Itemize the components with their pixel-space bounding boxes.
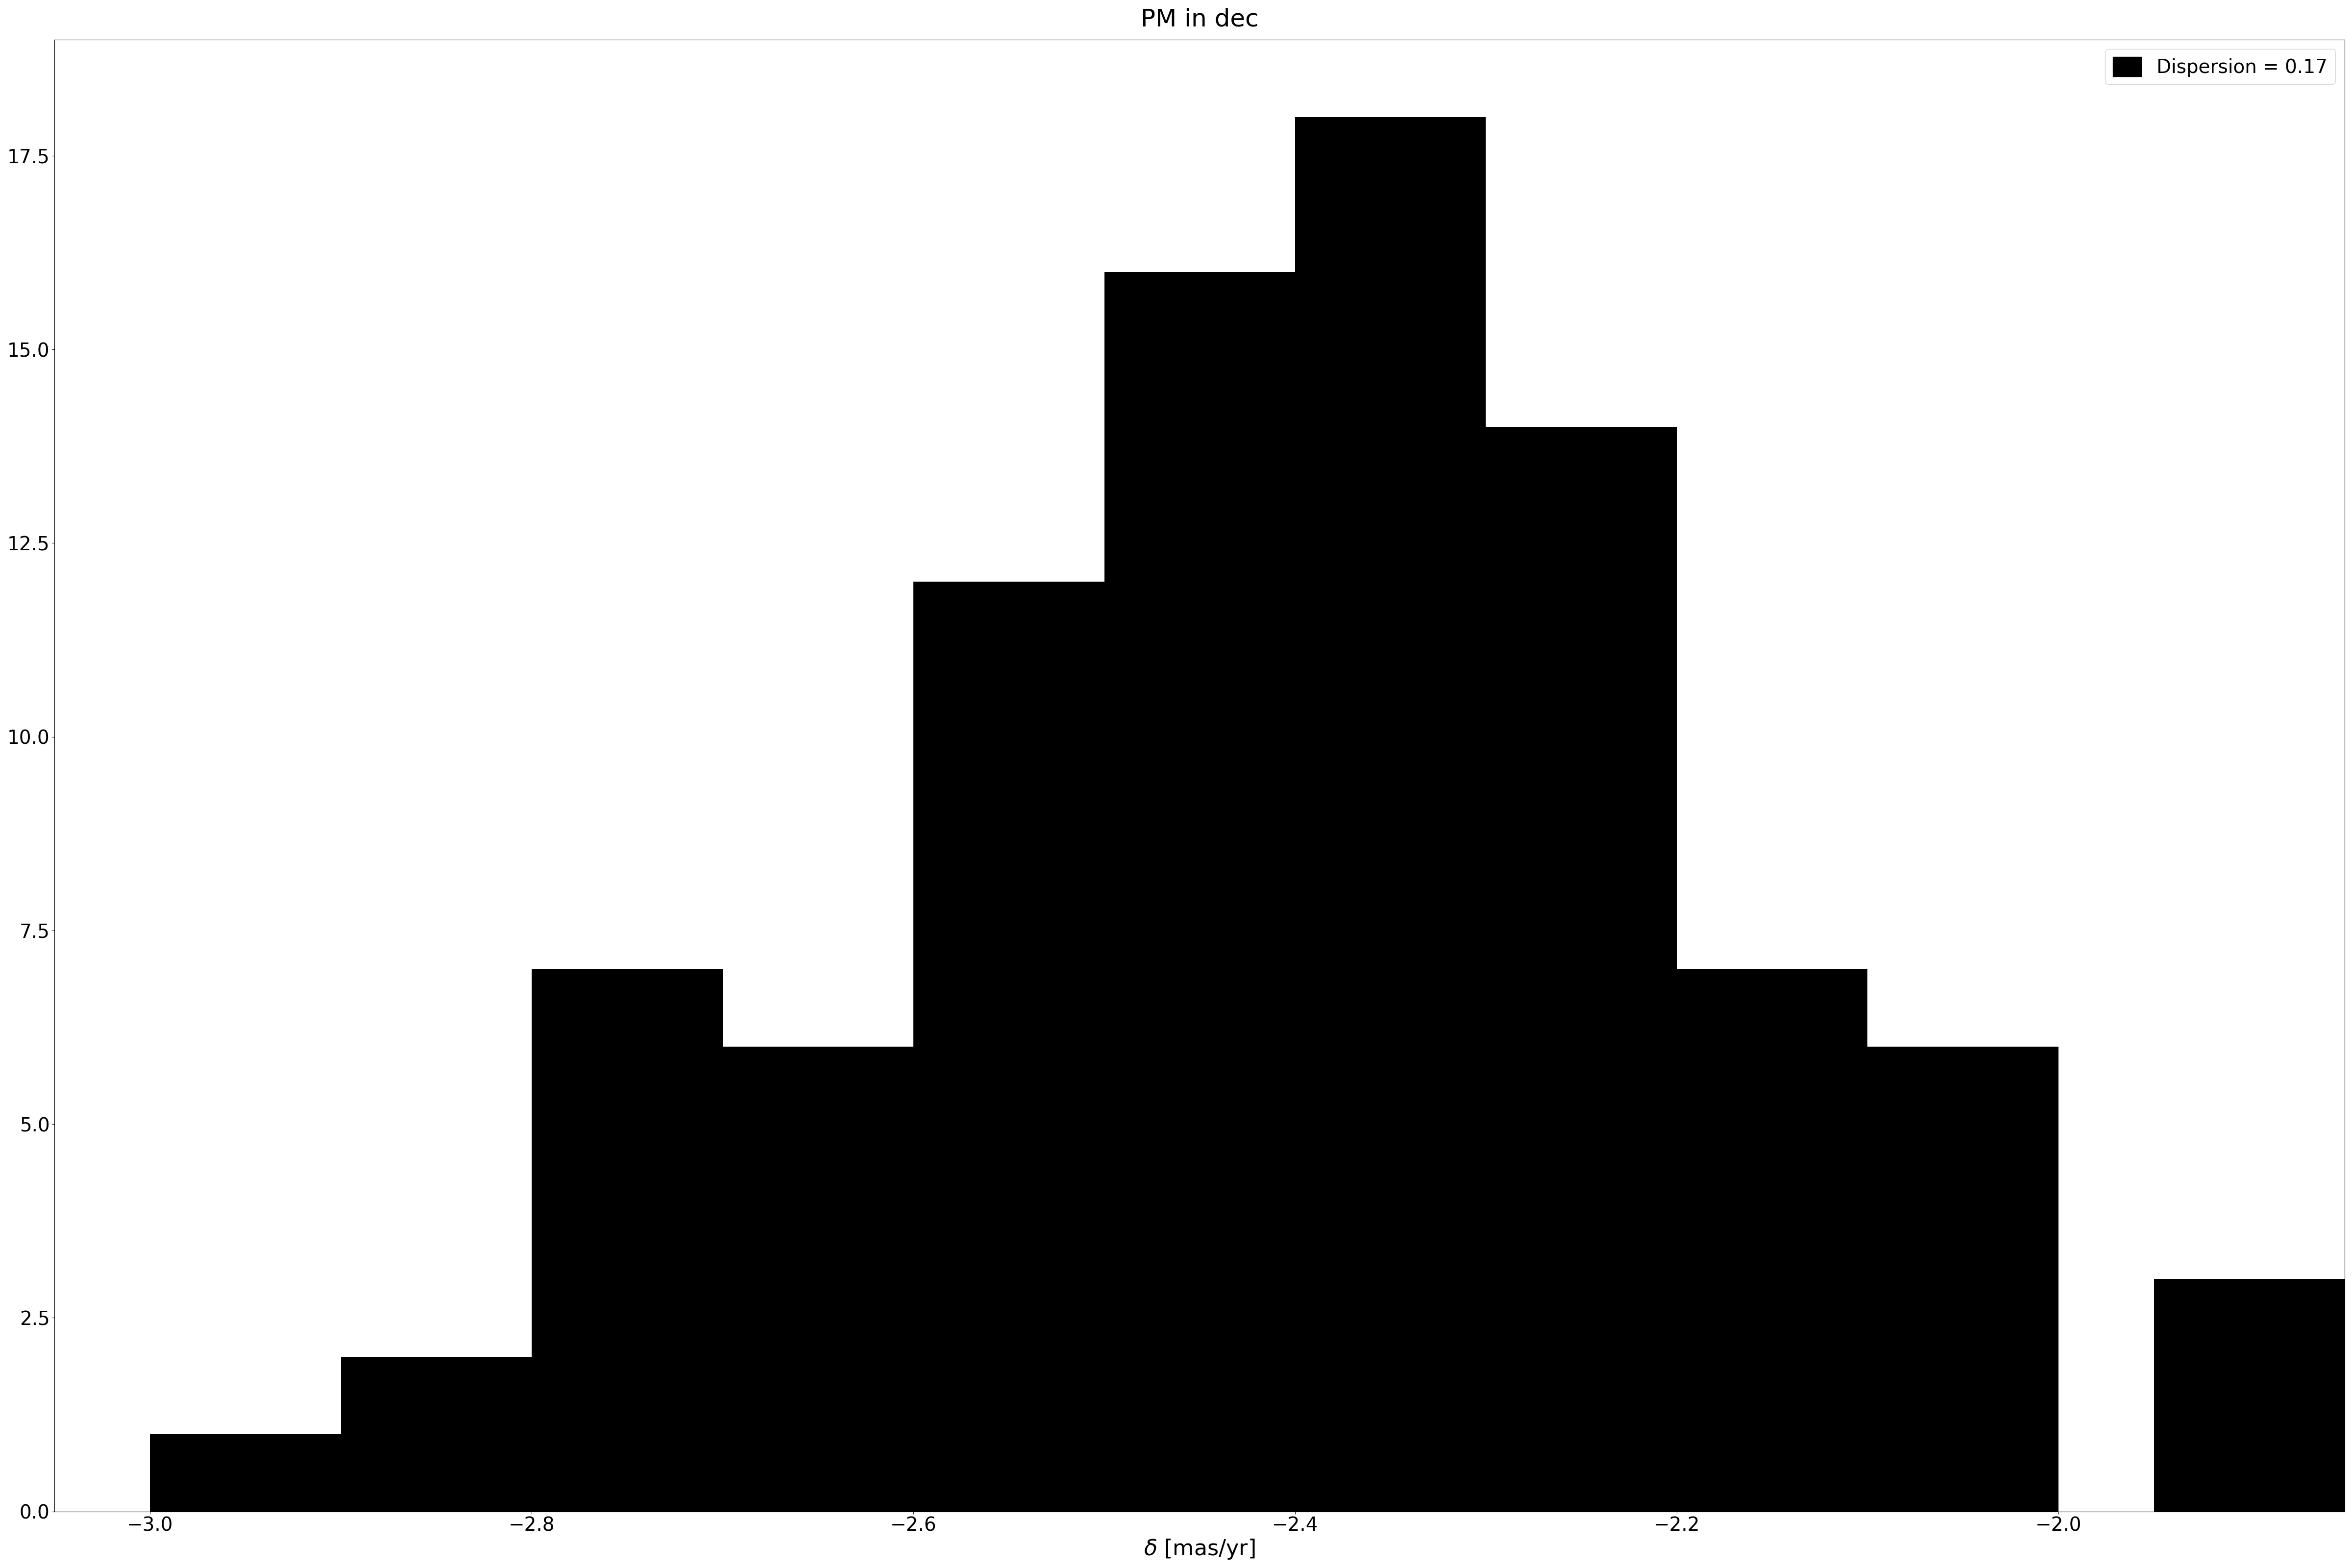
- Bar: [341, 1356, 532, 1512]
- Title: PM in dec: PM in dec: [1141, 8, 1258, 31]
- Bar: [2345, 1356, 2352, 1512]
- X-axis label: $\delta$ [mas/yr]: $\delta$ [mas/yr]: [1143, 1538, 1256, 1560]
- Bar: [532, 969, 722, 1512]
- Legend: Dispersion = 0.17: Dispersion = 0.17: [2105, 49, 2336, 85]
- Bar: [1867, 1047, 2058, 1512]
- Bar: [151, 1435, 341, 1512]
- Bar: [1296, 118, 1486, 1512]
- Bar: [913, 582, 1103, 1512]
- Bar: [2154, 1279, 2345, 1512]
- Bar: [722, 1047, 913, 1512]
- Bar: [1103, 271, 1296, 1512]
- Bar: [1677, 969, 1867, 1512]
- Bar: [1486, 426, 1677, 1512]
